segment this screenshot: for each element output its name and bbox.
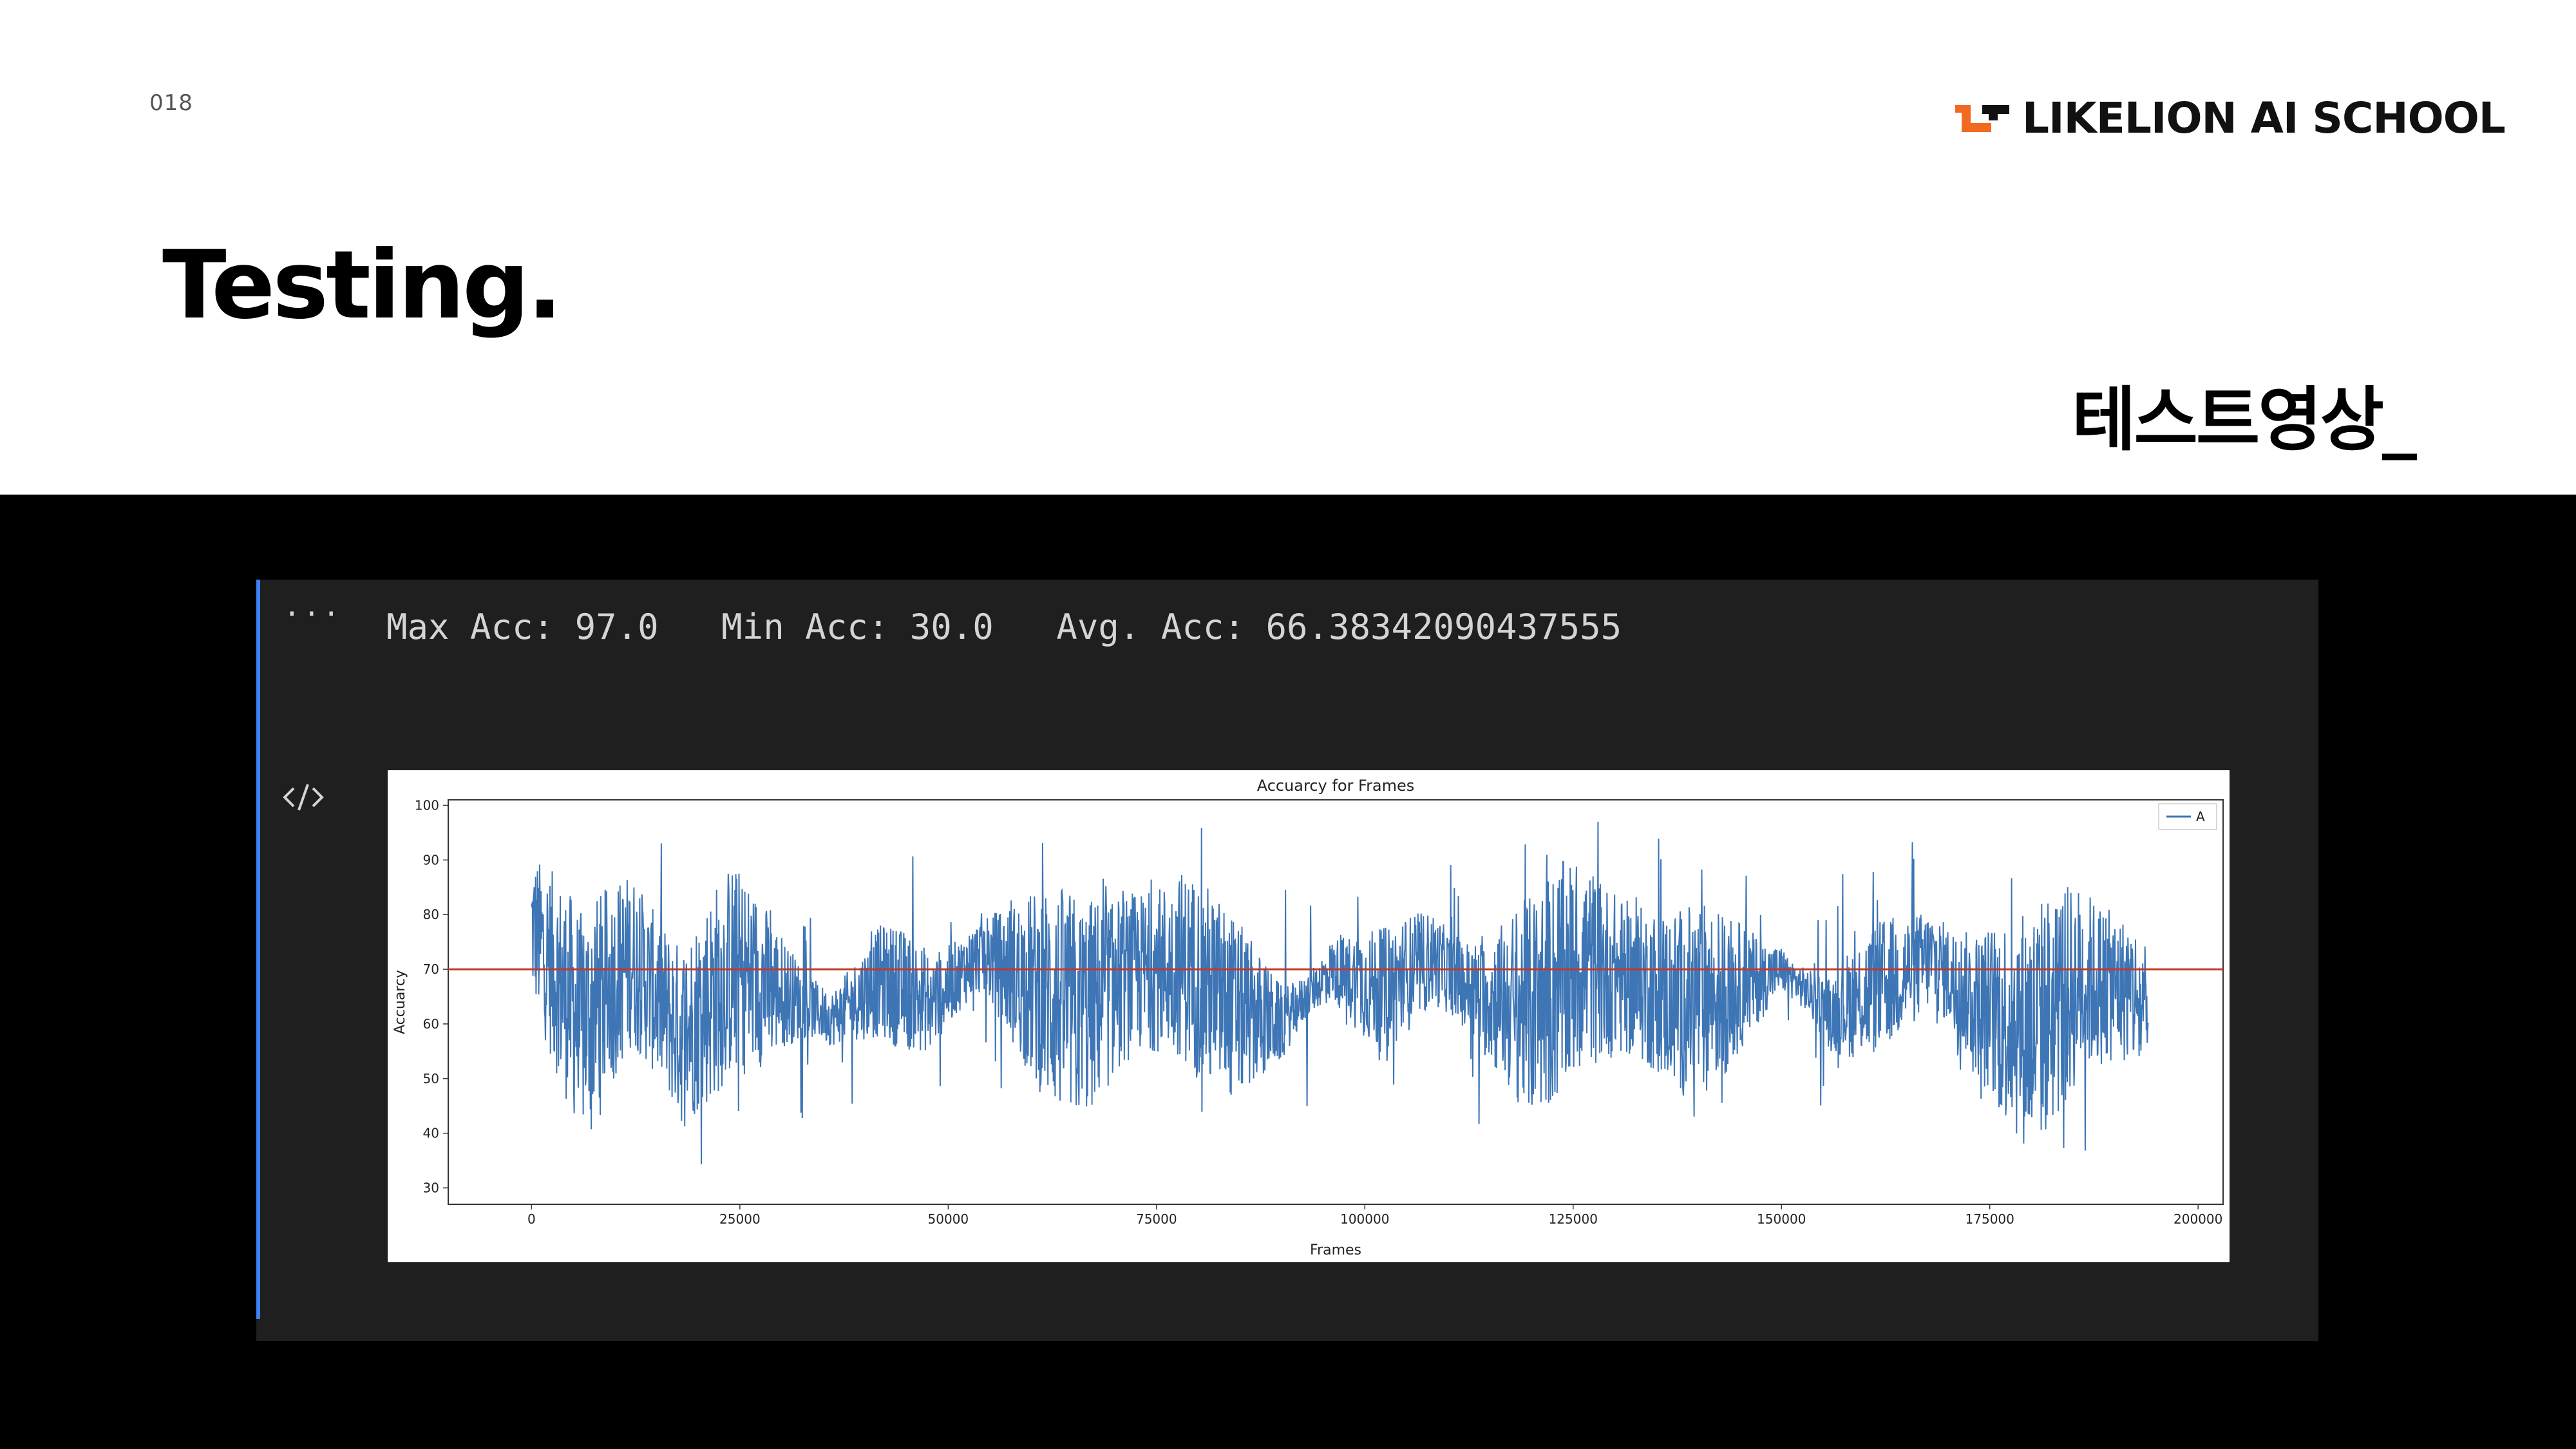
cell-focus-indicator: [256, 580, 260, 1319]
legend-label-a: A: [2196, 809, 2205, 824]
x-axis-label: Frames: [1310, 1242, 1361, 1258]
brand-header: LIKELION AI SCHOOL: [1951, 93, 2506, 143]
brand-name: LIKELION AI SCHOOL: [2022, 93, 2506, 143]
x-tick-label: 0: [527, 1211, 536, 1227]
x-tick-label: 75000: [1136, 1211, 1177, 1227]
y-tick-label: 30: [423, 1180, 439, 1196]
y-axis-label: Accuarcy: [392, 970, 408, 1034]
x-tick-label: 125000: [1549, 1211, 1598, 1227]
x-tick-label: 100000: [1340, 1211, 1389, 1227]
y-tick-label: 40: [423, 1126, 439, 1141]
accuracy-chart: Accuarcy for Frames Frames Accuarcy 0 250…: [388, 770, 2230, 1262]
accuracy-chart-svg: Accuarcy for Frames Frames Accuarcy 0 250…: [392, 777, 2224, 1258]
page-title: Testing.: [162, 231, 563, 340]
page-number: 018: [149, 90, 193, 116]
x-tick-label: 25000: [719, 1211, 761, 1227]
x-tick-label: 50000: [928, 1211, 969, 1227]
code-icon[interactable]: [281, 778, 326, 817]
ellipsis-icon[interactable]: ···: [283, 598, 343, 630]
y-tick-label: 100: [415, 797, 439, 813]
y-tick-label: 60: [423, 1016, 439, 1032]
legend: A: [2158, 803, 2217, 830]
x-tick-label: 200000: [2174, 1211, 2222, 1227]
y-tick-label: 90: [423, 852, 439, 867]
plot-area-frame: [448, 799, 2224, 1205]
x-axis-ticks: 0 25000 50000 75000 100000 125000 150000 175000…: [527, 1204, 2222, 1227]
y-tick-label: 50: [423, 1071, 439, 1086]
y-tick-label: 70: [423, 961, 439, 977]
section-subtitle: 테스트영상_: [2072, 380, 2417, 460]
x-tick-label: 150000: [1757, 1211, 1806, 1227]
y-tick-label: 80: [423, 907, 439, 922]
notebook-output-cell: ··· Max Acc: 97.0 Min Acc: 30.0 Avg. Acc…: [256, 580, 2318, 1341]
chart-title: Accuarcy for Frames: [1257, 777, 1415, 795]
accuracy-output-text: Max Acc: 97.0 Min Acc: 30.0 Avg. Acc: 66…: [386, 607, 1622, 647]
series-a-line: [531, 821, 2149, 1164]
y-axis-ticks: 30 40 50 60 70 80 90 100: [415, 797, 448, 1196]
likelion-logo-icon: [1955, 105, 2009, 132]
x-tick-label: 175000: [1965, 1211, 2014, 1227]
